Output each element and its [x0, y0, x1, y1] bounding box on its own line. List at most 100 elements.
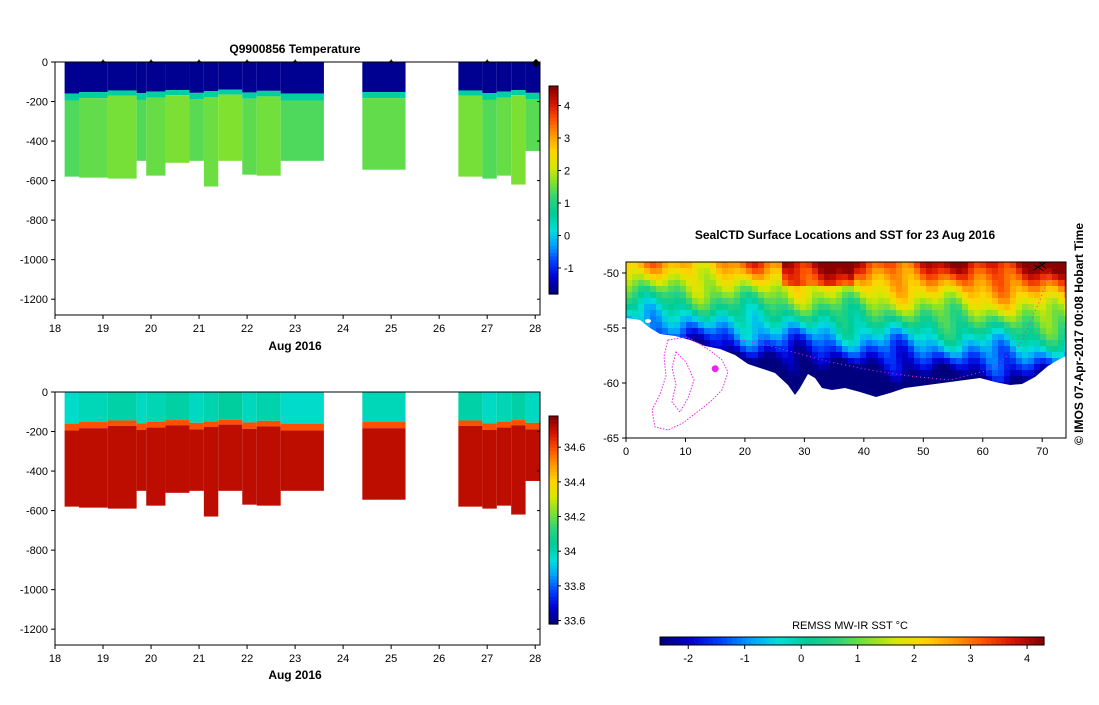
sst-cell: [878, 370, 884, 376]
sst-cell: [806, 280, 812, 286]
salinity-cells: [64, 392, 540, 517]
sst-cell: [740, 280, 746, 286]
sst-cell: [1028, 310, 1034, 316]
sst-cell: [1022, 358, 1028, 364]
sst-cell: [764, 328, 770, 334]
colorbar-segment: [549, 606, 558, 611]
sst-cell: [1028, 274, 1034, 280]
sst-cell: [698, 292, 704, 298]
sst-cell: [812, 286, 818, 292]
sst-cell: [842, 280, 848, 286]
colorbar-segment: [549, 162, 558, 167]
profile-thermocline-cell: [146, 421, 166, 428]
sst-cell: [1016, 316, 1022, 322]
sst-cell: [674, 298, 680, 304]
temperature-panel: Q9900856 Temperature ✦ ✦ ✦ ✦ ✦ ✦ ✦ ◆ 0-200-400-…: [20, 42, 574, 353]
sst-cell: [656, 286, 662, 292]
sst-cell: [788, 322, 794, 328]
sst-cell: [992, 358, 998, 364]
sst-cell: [932, 364, 938, 370]
sst-cell: [830, 328, 836, 334]
sst-cell: [854, 346, 860, 352]
sst-colorbar-segment: [924, 637, 930, 645]
sst-cell: [680, 322, 686, 328]
sst-cell: [968, 262, 974, 268]
profile-deep-cell: [79, 428, 108, 508]
sst-cell: [1004, 286, 1010, 292]
sst-cell: [716, 310, 722, 316]
sst-colorbar-segment: [976, 637, 983, 645]
sst-cell: [692, 334, 698, 340]
seal-location-marker: [711, 365, 719, 373]
sst-cell: [1028, 358, 1034, 364]
sst-cell: [812, 268, 818, 274]
sst-cell: [926, 268, 932, 274]
sst-cell: [668, 262, 674, 268]
sst-cell: [920, 316, 926, 322]
sst-cell: [668, 298, 674, 304]
sst-cell: [950, 346, 956, 352]
sst-colorbar-segment: [933, 637, 939, 645]
sst-cell: [950, 328, 956, 334]
sst-cell: [932, 274, 938, 280]
sst-cell: [704, 286, 710, 292]
sst-cell: [806, 340, 812, 346]
sst-cell: [992, 262, 998, 268]
sst-cell: [644, 286, 650, 292]
sst-cell: [830, 274, 836, 280]
colorbar-segment: [549, 248, 558, 253]
profile-thermocline-cell: [482, 93, 497, 100]
sst-cell: [878, 286, 884, 292]
sst-cell: [782, 268, 788, 274]
sst-cell: [698, 328, 704, 334]
sst-cell: [920, 340, 926, 346]
sst-cell: [884, 286, 890, 292]
sst-cell: [1010, 316, 1016, 322]
sst-cell: [800, 286, 806, 292]
sst-cell: [794, 298, 800, 304]
profile-surface-cell: [146, 392, 166, 422]
sst-cell: [824, 334, 830, 340]
sst-cell: [662, 268, 668, 274]
sst-cell: [734, 328, 740, 334]
sst-cell: [968, 274, 974, 280]
sst-cell: [1046, 292, 1052, 298]
sst-cell: [890, 274, 896, 280]
profile-deep-cell: [280, 430, 324, 491]
sst-cell: [896, 304, 902, 310]
sst-cell: [830, 298, 836, 304]
colorbar-segment: [549, 596, 558, 601]
sst-cell: [830, 376, 836, 382]
sst-cell: [950, 268, 956, 274]
sst-cell: [698, 286, 704, 292]
sst-cell: [662, 274, 668, 280]
sst-cell: [890, 340, 896, 346]
sst-cell: [890, 376, 896, 382]
sst-cell: [968, 280, 974, 286]
sst-cell: [890, 310, 896, 316]
sst-cell: [980, 262, 986, 268]
sst-cell: [920, 328, 926, 334]
sst-cell: [698, 298, 704, 304]
sst-cell: [902, 292, 908, 298]
profile-deep-cell: [189, 99, 204, 161]
sst-cell: [938, 310, 944, 316]
sst-cell: [794, 268, 800, 274]
sst-colorbar-segment: [789, 637, 795, 645]
sst-cell: [770, 352, 776, 358]
profile-surface-cell: [496, 62, 512, 92]
colorbar-tick-label: 33.6: [564, 616, 585, 628]
profile-thermocline-cell: [165, 90, 190, 96]
sst-cell: [938, 370, 944, 376]
sst-cell: [1052, 328, 1058, 334]
sst-cell: [866, 280, 872, 286]
colorbar-segment: [549, 457, 558, 462]
sst-cell: [956, 304, 962, 310]
sst-cell: [938, 268, 944, 274]
sst-cell: [926, 274, 932, 280]
sst-cell: [926, 370, 932, 376]
sst-cell: [782, 292, 788, 298]
profile-surface-cell: [79, 62, 108, 93]
sst-cell: [806, 316, 812, 322]
sst-cell: [824, 286, 830, 292]
